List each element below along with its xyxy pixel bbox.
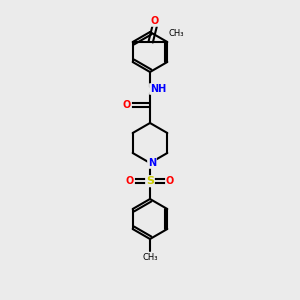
- Text: CH₃: CH₃: [142, 253, 158, 262]
- Text: O: O: [151, 16, 159, 26]
- Text: O: O: [126, 176, 134, 186]
- Text: S: S: [146, 176, 154, 186]
- Text: CH₃: CH₃: [169, 29, 184, 38]
- Text: NH: NH: [150, 84, 166, 94]
- Text: N: N: [148, 158, 156, 168]
- Text: O: O: [123, 100, 131, 110]
- Text: O: O: [166, 176, 174, 186]
